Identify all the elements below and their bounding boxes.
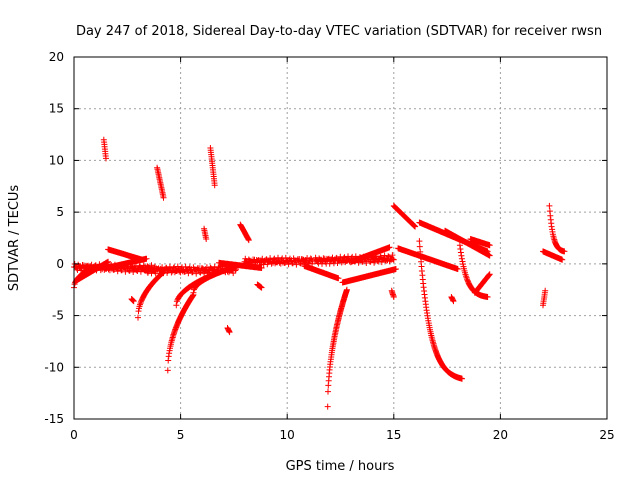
x-axis-ticks: 0 5 10 15 20 25 [70, 57, 615, 442]
data-track [348, 244, 393, 265]
data-track [201, 225, 210, 242]
y-tick-label: 15 [49, 102, 64, 116]
data-track [254, 281, 265, 291]
y-tick-label: 20 [49, 50, 64, 64]
data-track [301, 262, 342, 282]
data-track [390, 202, 419, 230]
data-track [128, 296, 137, 305]
data-track [467, 236, 493, 249]
x-tick-label: 20 [493, 428, 508, 442]
data-track [207, 145, 218, 189]
data-track [103, 255, 150, 271]
x-tick-label: 5 [177, 428, 185, 442]
chart-title: Day 247 of 2018, Sidereal Day-to-day VTE… [76, 24, 602, 39]
y-tick-label: 5 [56, 205, 64, 219]
data-track [224, 325, 233, 336]
data-track [154, 164, 167, 201]
data-track [395, 245, 461, 272]
x-tick-label: 25 [599, 428, 614, 442]
data-track [190, 265, 235, 296]
data-track [164, 291, 197, 374]
data-track [100, 136, 109, 162]
data-track [75, 258, 112, 283]
data-track [442, 227, 493, 259]
data-track [241, 254, 316, 268]
data-track [339, 266, 399, 286]
grid-lines [74, 57, 607, 419]
data-track [388, 287, 397, 300]
data-track [540, 248, 566, 263]
data-track [135, 269, 167, 321]
y-tick-label: -15 [44, 412, 64, 426]
x-tick-label: 10 [280, 428, 295, 442]
data-points [71, 136, 568, 410]
y-tick-label: 0 [56, 257, 64, 271]
y-axis-ticks: -15 -10 -5 0 5 10 15 20 [44, 50, 607, 426]
data-track [546, 202, 568, 255]
data-track [471, 271, 493, 296]
y-tick-label: -5 [52, 309, 64, 323]
y-axis-label: SDTVAR / TECUs [7, 185, 22, 292]
y-tick-label: 10 [49, 153, 64, 167]
data-track [237, 221, 252, 244]
x-tick-label: 0 [70, 428, 78, 442]
x-tick-label: 15 [386, 428, 401, 442]
plot-frame [73, 56, 608, 420]
data-track [416, 238, 465, 382]
data-track [540, 287, 549, 309]
data-track [324, 286, 350, 410]
data-track [448, 294, 457, 305]
y-tick-label: -10 [44, 360, 64, 374]
x-axis-label: GPS time / hours [286, 459, 395, 474]
